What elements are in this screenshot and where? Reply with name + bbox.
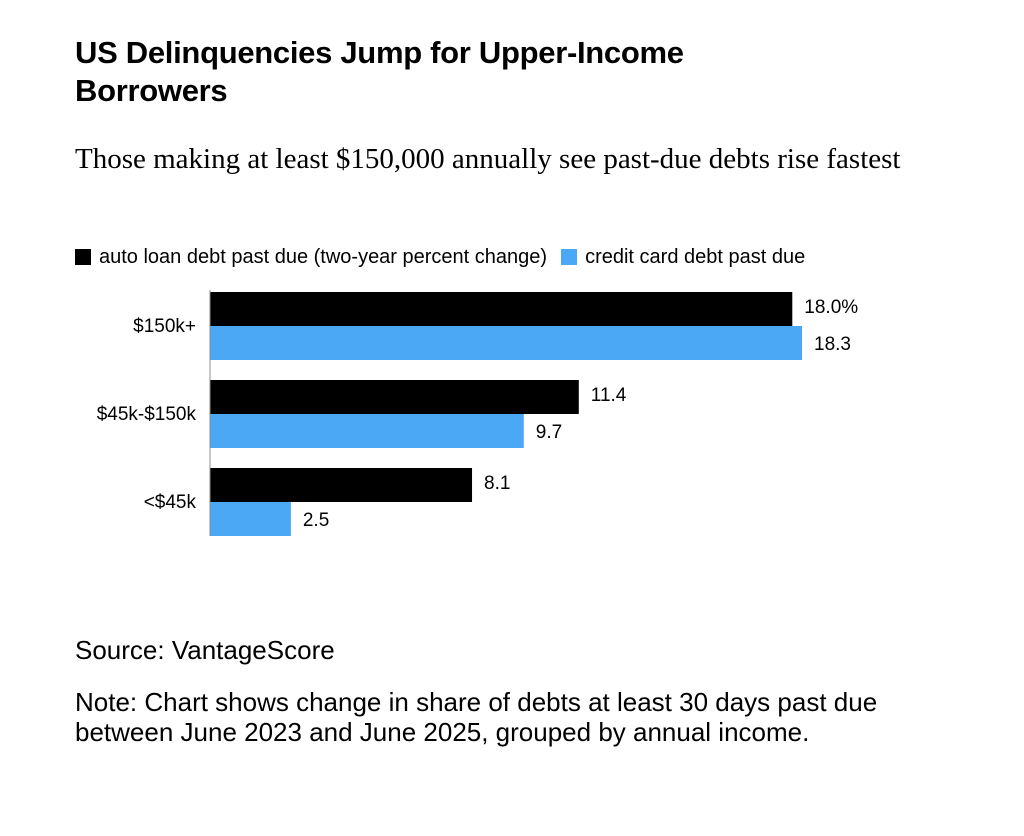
- bar-auto-loan: [210, 468, 473, 502]
- bar-auto-loan: [210, 292, 793, 326]
- chart-subtitle: Those making at least $150,000 annually …: [75, 143, 901, 175]
- bar-credit-card: [210, 502, 291, 536]
- category-label: <$45k: [144, 492, 197, 513]
- data-label: 2.5: [303, 510, 329, 531]
- bar-credit-card: [210, 414, 524, 448]
- chart-note: Note: Chart shows change in share of deb…: [75, 687, 878, 747]
- bar-credit-card: [210, 326, 802, 360]
- data-label: 9.7: [536, 422, 562, 443]
- chart-title: US Delinquencies Jump for Upper-Income B…: [75, 35, 684, 108]
- data-label: 18.3: [814, 334, 851, 355]
- data-label: 11.4: [591, 385, 627, 406]
- category-label: $45k-$150k: [97, 404, 197, 425]
- legend-label-credit-card: credit card debt past due: [585, 245, 806, 268]
- legend-item-credit-card: credit card debt past due: [561, 246, 805, 269]
- legend-item-auto-loan: auto loan debt past due (two-year percen…: [75, 246, 547, 269]
- legend-label-auto-loan: auto loan debt past due (two-year percen…: [99, 245, 548, 268]
- legend-swatch-credit-card: [561, 249, 578, 265]
- legend: auto loan debt past due (two-year percen…: [75, 243, 805, 271]
- data-label: 18.0%: [804, 297, 858, 318]
- bar-auto-loan: [210, 380, 579, 414]
- source-note: Source: VantageScore: [75, 635, 335, 665]
- data-label: 8.1: [484, 473, 510, 494]
- legend-swatch-auto-loan: [75, 249, 91, 265]
- category-label: $150k+: [133, 316, 196, 337]
